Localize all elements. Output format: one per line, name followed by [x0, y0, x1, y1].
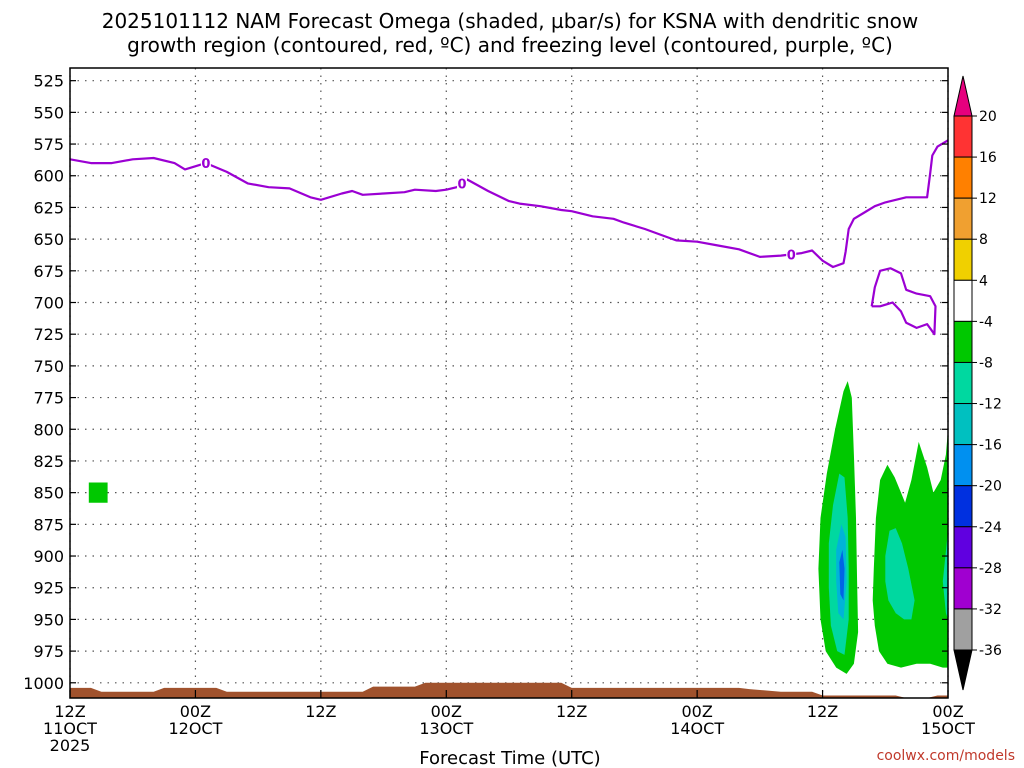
colorbar-bin-1 — [953, 156, 973, 199]
y-tick-label-975: 975 — [33, 642, 64, 661]
colorbar: 20 16 12 8 4 -4 -8 -12 -16 -20 -24 -28 -32 -36 — [953, 75, 1002, 691]
y-tick-label-675: 675 — [33, 262, 64, 281]
colorbar-label-10: -24 — [979, 520, 1002, 536]
omega-region-7 — [942, 505, 948, 620]
y-tick-label-600: 600 — [33, 167, 64, 186]
chart-title-line-1: 2025101112 NAM Forecast Omega (shaded, µ… — [102, 9, 919, 33]
y-tick-label-725: 725 — [33, 325, 64, 344]
y-tick-label-875: 875 — [33, 515, 64, 534]
x-tick-label-0-2: 11OCT — [43, 719, 97, 738]
colorbar-label-11: -28 — [979, 561, 1002, 577]
freezing-level-label-1: 0 — [457, 177, 466, 192]
colorbar-label-9: -20 — [979, 479, 1002, 495]
x-tick-label-72-1: 12Z — [807, 702, 838, 721]
terrain-fill — [70, 682, 948, 698]
freezing-level-label-0: 0 — [201, 157, 210, 172]
grid-lines — [69, 68, 949, 698]
x-tick-label-60-1: 00Z — [681, 702, 712, 721]
y-tick-label-650: 650 — [33, 230, 64, 249]
x-tick-label-12-2: 12OCT — [168, 719, 222, 738]
freezing-level-contour-0 — [870, 267, 937, 336]
y-tick-label-525: 525 — [33, 72, 64, 91]
colorbar-bin-10 — [953, 526, 973, 569]
y-tick-label-825: 825 — [33, 452, 64, 471]
plot-area: 0 0 0 525 550 575 600 625 650 675 700 725 750 775 800 8… — [23, 67, 975, 755]
x-tick-label-48-1: 12Z — [556, 702, 587, 721]
colorbar-bin-0 — [953, 115, 973, 158]
y-tick-label-700: 700 — [33, 294, 64, 313]
y-tick-label-800: 800 — [33, 420, 64, 439]
y-tick-label-950: 950 — [33, 610, 64, 629]
x-axis-label: Forecast Time (UTC) — [419, 748, 600, 768]
colorbar-label-13: -36 — [979, 643, 1002, 659]
y-tick-label-750: 750 — [33, 357, 64, 376]
colorbar-bin-6 — [953, 361, 973, 405]
x-tick-label-0-1: 12Z — [54, 702, 85, 721]
colorbar-bin-8 — [953, 444, 973, 487]
chart-title-line-2: growth region (contoured, red, ºC) and f… — [127, 33, 893, 57]
colorbar-label-1: 16 — [979, 150, 997, 166]
colorbar-bin-3 — [953, 238, 973, 281]
colorbar-label-0: 20 — [979, 109, 997, 125]
freezing-level-label-2: 0 — [787, 248, 796, 263]
y-tick-label-575: 575 — [33, 135, 64, 154]
omega-region-6 — [885, 528, 915, 620]
colorbar-bin-5 — [953, 320, 973, 363]
omega-region-4 — [839, 549, 845, 601]
colorbar-arrow-bottom — [953, 649, 973, 691]
y-tick-label-850: 850 — [33, 484, 64, 503]
colorbar-label-7: -12 — [979, 397, 1002, 413]
x-tick-label-24-1: 12Z — [305, 702, 336, 721]
omega-region-5 — [872, 403, 948, 668]
y-tick-label-1000: 1000 — [23, 674, 64, 693]
y-tick-label-900: 900 — [33, 547, 64, 566]
colorbar-label-3: 8 — [979, 232, 988, 248]
colorbar-label-12: -32 — [979, 602, 1002, 618]
x-tick-label-0-3: 2025 — [50, 736, 91, 755]
y-tick-label-550: 550 — [33, 103, 64, 122]
colorbar-arrow-top — [953, 75, 973, 117]
colorbar-bin-2 — [953, 197, 973, 240]
colorbar-bin-9 — [953, 485, 973, 528]
x-tick-label-36-1: 00Z — [431, 702, 462, 721]
credit-text: coolwx.com/models — [877, 748, 1015, 764]
y-axis: 525 550 575 600 625 650 675 700 725 750 775 800 825 8… — [23, 72, 948, 693]
y-tick-label-925: 925 — [33, 579, 64, 598]
x-tick-label-60-2: 14OCT — [670, 719, 724, 738]
x-tick-label-12-1: 00Z — [180, 702, 211, 721]
colorbar-label-5: -4 — [979, 314, 993, 330]
colorbar-bin-12 — [953, 608, 973, 651]
plot-frame — [69, 67, 949, 699]
colorbar-label-8: -16 — [979, 438, 1002, 454]
colorbar-label-2: 12 — [979, 191, 997, 207]
freezing-label-bg-1 — [456, 175, 467, 190]
x-tick-label-84-1: 00Z — [932, 702, 963, 721]
freezing-label-bg-0 — [200, 155, 211, 170]
colorbar-label-6: -8 — [979, 355, 993, 371]
freezing-level-line — [70, 139, 948, 269]
y-tick-label-625: 625 — [33, 198, 64, 217]
colorbar-bin-11 — [953, 567, 973, 610]
y-tick-label-775: 775 — [33, 389, 64, 408]
freezing-label-bg-2 — [786, 246, 797, 261]
plot-content: 0 0 0 — [70, 139, 948, 698]
colorbar-bin-4 — [953, 279, 973, 322]
x-tick-label-36-2: 13OCT — [419, 719, 473, 738]
colorbar-bin-7 — [953, 403, 973, 446]
x-tick-label-84-2: 15OCT — [921, 719, 975, 738]
colorbar-label-4: 4 — [979, 273, 988, 289]
omega-region-0 — [88, 482, 108, 503]
